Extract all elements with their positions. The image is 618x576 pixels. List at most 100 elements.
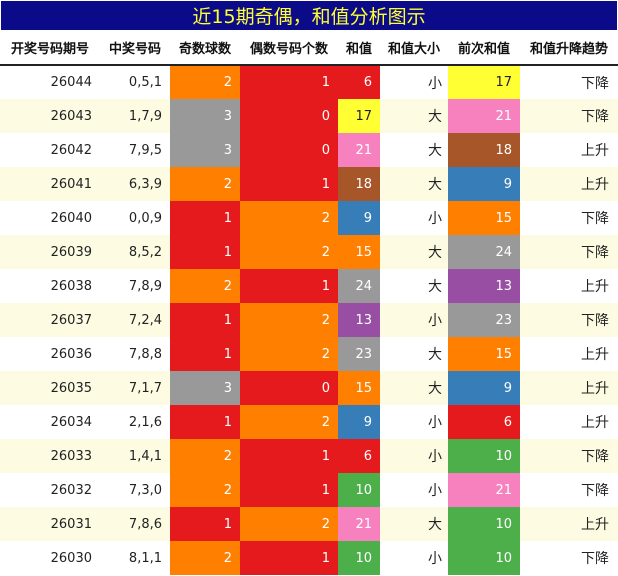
table-row: 26038 7,8,9 2 1 24 大 13 上升 [0, 269, 618, 303]
sum-cell: 10 [338, 541, 380, 575]
odd-count-cell: 1 [170, 303, 240, 337]
even-count-cell: 1 [240, 541, 338, 575]
sum-size-cell: 大 [380, 99, 448, 133]
numbers-cell: 0,5,1 [100, 65, 170, 99]
sum-cell: 6 [338, 65, 380, 99]
sum-cell: 9 [338, 201, 380, 235]
table-row: 26033 1,4,1 2 1 6 小 10 下降 [0, 439, 618, 473]
even-count-cell: 1 [240, 65, 338, 99]
sum-cell: 10 [338, 473, 380, 507]
prev-sum-cell: 10 [448, 541, 520, 575]
odd-count-cell: 3 [170, 99, 240, 133]
trend-cell: 上升 [520, 405, 618, 439]
period-cell: 26035 [0, 371, 100, 405]
header-even-count: 偶数号码个数 [240, 31, 338, 66]
even-count-cell: 2 [240, 405, 338, 439]
numbers-cell: 7,2,4 [100, 303, 170, 337]
period-cell: 26030 [0, 541, 100, 575]
period-cell: 26040 [0, 201, 100, 235]
prev-sum-cell: 17 [448, 65, 520, 99]
even-count-cell: 1 [240, 439, 338, 473]
table-row: 26044 0,5,1 2 1 6 小 17 下降 [0, 65, 618, 99]
sum-size-cell: 小 [380, 473, 448, 507]
period-cell: 26038 [0, 269, 100, 303]
header-sum: 和值 [338, 31, 380, 66]
prev-sum-cell: 15 [448, 337, 520, 371]
prev-sum-cell: 13 [448, 269, 520, 303]
period-cell: 26043 [0, 99, 100, 133]
sum-cell: 17 [338, 99, 380, 133]
header-trend: 和值升降趋势 [520, 31, 618, 66]
even-count-cell: 0 [240, 371, 338, 405]
even-count-cell: 2 [240, 337, 338, 371]
trend-cell: 上升 [520, 507, 618, 541]
prev-sum-cell: 18 [448, 133, 520, 167]
sum-size-cell: 小 [380, 65, 448, 99]
prev-sum-cell: 21 [448, 473, 520, 507]
period-cell: 26033 [0, 439, 100, 473]
sum-size-cell: 小 [380, 201, 448, 235]
header-period: 开奖号码期号 [0, 31, 100, 66]
trend-cell: 下降 [520, 541, 618, 575]
sum-size-cell: 大 [380, 133, 448, 167]
prev-sum-cell: 23 [448, 303, 520, 337]
odd-count-cell: 1 [170, 405, 240, 439]
period-cell: 26044 [0, 65, 100, 99]
odd-count-cell: 1 [170, 201, 240, 235]
numbers-cell: 7,8,9 [100, 269, 170, 303]
trend-cell: 上升 [520, 133, 618, 167]
table-row: 26036 7,8,8 1 2 23 大 15 上升 [0, 337, 618, 371]
sum-size-cell: 大 [380, 371, 448, 405]
trend-cell: 下降 [520, 201, 618, 235]
sum-cell: 21 [338, 133, 380, 167]
numbers-cell: 6,3,9 [100, 167, 170, 201]
even-count-cell: 0 [240, 99, 338, 133]
table-row: 26031 7,8,6 1 2 21 大 10 上升 [0, 507, 618, 541]
sum-cell: 24 [338, 269, 380, 303]
trend-cell: 下降 [520, 65, 618, 99]
table-row: 26032 7,3,0 2 1 10 小 21 下降 [0, 473, 618, 507]
odd-count-cell: 2 [170, 541, 240, 575]
sum-size-cell: 小 [380, 405, 448, 439]
table-row: 26037 7,2,4 1 2 13 小 23 下降 [0, 303, 618, 337]
numbers-cell: 8,1,1 [100, 541, 170, 575]
table-row: 26043 1,7,9 3 0 17 大 21 下降 [0, 99, 618, 133]
numbers-cell: 7,8,8 [100, 337, 170, 371]
sum-cell: 6 [338, 439, 380, 473]
prev-sum-cell: 9 [448, 371, 520, 405]
table-row: 26030 8,1,1 2 1 10 小 10 下降 [0, 541, 618, 575]
sum-size-cell: 小 [380, 303, 448, 337]
trend-cell: 上升 [520, 269, 618, 303]
table-row: 26042 7,9,5 3 0 21 大 18 上升 [0, 133, 618, 167]
numbers-cell: 7,9,5 [100, 133, 170, 167]
numbers-cell: 1,4,1 [100, 439, 170, 473]
header-sum-size: 和值大小 [380, 31, 448, 66]
even-count-cell: 2 [240, 235, 338, 269]
header-odd-count: 奇数球数 [170, 31, 240, 66]
odd-count-cell: 2 [170, 439, 240, 473]
header-prev-sum: 前次和值 [448, 31, 520, 66]
odd-count-cell: 1 [170, 337, 240, 371]
trend-cell: 上升 [520, 371, 618, 405]
page-title: 近15期奇偶，和值分析图示 [0, 0, 618, 31]
period-cell: 26032 [0, 473, 100, 507]
even-count-cell: 1 [240, 167, 338, 201]
period-cell: 26034 [0, 405, 100, 439]
odd-count-cell: 2 [170, 473, 240, 507]
trend-cell: 上升 [520, 167, 618, 201]
sum-size-cell: 大 [380, 269, 448, 303]
even-count-cell: 2 [240, 201, 338, 235]
numbers-cell: 8,5,2 [100, 235, 170, 269]
table-row: 26040 0,0,9 1 2 9 小 15 下降 [0, 201, 618, 235]
sum-size-cell: 小 [380, 439, 448, 473]
sum-cell: 23 [338, 337, 380, 371]
prev-sum-cell: 15 [448, 201, 520, 235]
table-row: 26034 2,1,6 1 2 9 小 6 上升 [0, 405, 618, 439]
table-row: 26039 8,5,2 1 2 15 大 24 下降 [0, 235, 618, 269]
prev-sum-cell: 6 [448, 405, 520, 439]
odd-count-cell: 1 [170, 507, 240, 541]
header-numbers: 中奖号码 [100, 31, 170, 66]
period-cell: 26031 [0, 507, 100, 541]
sum-cell: 18 [338, 167, 380, 201]
analysis-table: 开奖号码期号 中奖号码 奇数球数 偶数号码个数 和值 和值大小 前次和值 和值升… [0, 31, 618, 575]
